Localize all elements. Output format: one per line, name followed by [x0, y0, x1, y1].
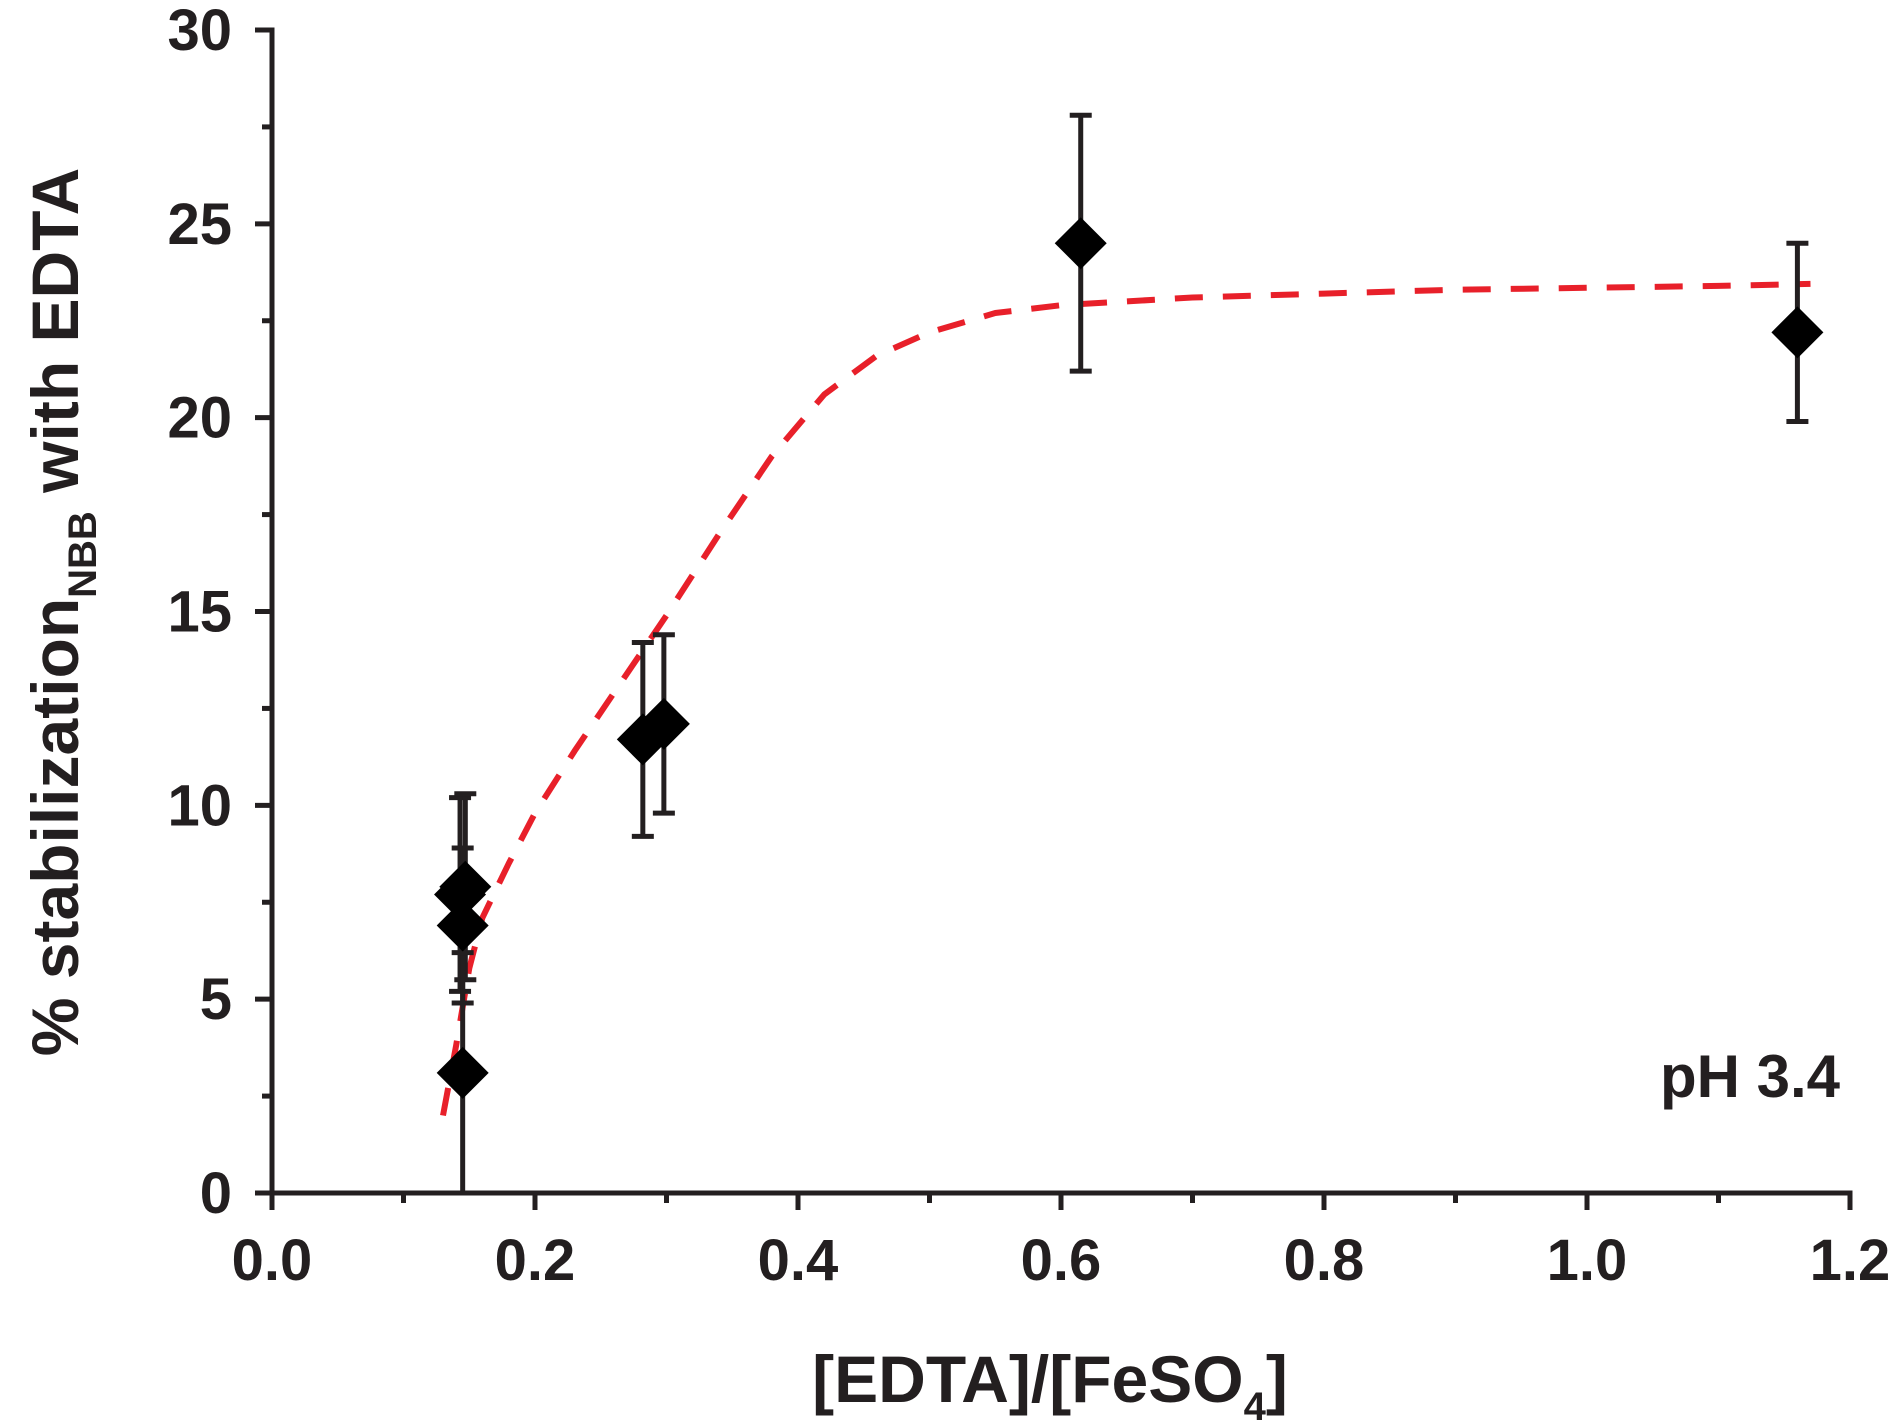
x-axis-title-main: [EDTA]/[FeSO [812, 1342, 1243, 1416]
plot-area [434, 112, 1824, 1193]
x-tick-label: 0.8 [1284, 1228, 1365, 1293]
x-tick-label: 1.2 [1810, 1228, 1890, 1293]
y-tick-label: 0 [200, 1161, 232, 1226]
y-axis-title: % stabilizationNBB with EDTA [18, 168, 105, 1056]
y-axis-title-end: with EDTA [18, 168, 92, 511]
x-tick-label: 0.4 [758, 1228, 839, 1293]
y-tick-label: 25 [167, 192, 232, 257]
data-point [436, 1046, 489, 1099]
y-tick-label: 20 [167, 386, 232, 451]
y-tick-label: 10 [167, 773, 232, 838]
x-tick-label: 0.0 [232, 1228, 313, 1293]
x-tick-label: 1.0 [1547, 1228, 1628, 1293]
y-tick-label: 15 [167, 580, 232, 645]
ph-annotation: pH 3.4 [1660, 1043, 1841, 1110]
x-axis-title-subscript: 4 [1244, 1385, 1267, 1424]
y-tick-label: 30 [167, 0, 232, 63]
data-point [1054, 217, 1107, 270]
fit-curve [440, 280, 1811, 1117]
y-axis-title-main: % stabilization [18, 598, 92, 1056]
y-axis-title-subscript: NBB [61, 511, 105, 598]
data-point [637, 697, 690, 750]
data-point [1771, 306, 1824, 359]
axes: 0.0 0.2 0.4 0.6 0.8 1.0 1.2 0 5 10 15 20 25 30 [167, 0, 1890, 1293]
x-axis-title: [EDTA]/[FeSO4] [812, 1342, 1288, 1424]
x-axis-title-end: ] [1266, 1342, 1288, 1416]
x-tick-label: 0.6 [1021, 1228, 1102, 1293]
data-point [439, 860, 492, 913]
x-tick-label: 0.2 [495, 1228, 576, 1293]
y-tick-label: 5 [200, 967, 232, 1032]
data-point [436, 899, 489, 952]
